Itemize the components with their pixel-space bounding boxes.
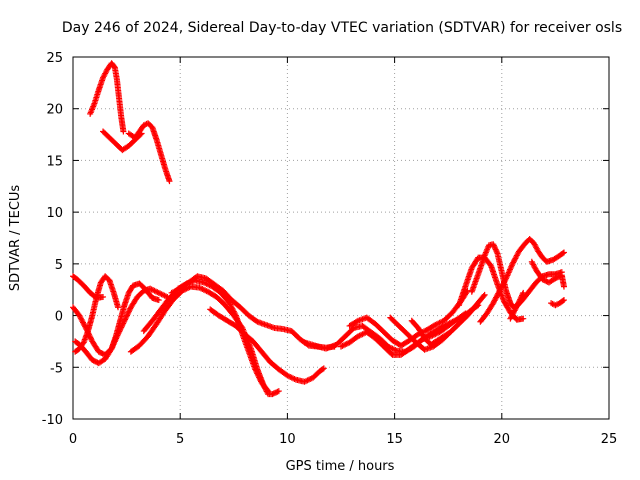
series-arc-7 (72, 273, 122, 355)
y-tick-label: 0 (55, 310, 63, 325)
y-tick-label: -10 (42, 413, 63, 428)
series-arc-2 (125, 120, 173, 185)
x-tick-label: 20 (494, 432, 511, 447)
data-point (480, 293, 487, 300)
x-tick-label: 10 (279, 432, 296, 447)
data-point (319, 366, 326, 373)
series-arc-22 (408, 317, 460, 348)
series-arc-10 (168, 273, 338, 351)
data-point (256, 375, 263, 382)
data-point (155, 297, 162, 304)
data-point (100, 293, 107, 300)
data-point (559, 250, 566, 257)
data-point (265, 388, 272, 395)
series-arc-21 (548, 297, 567, 309)
data-point (124, 311, 131, 318)
data-point (549, 300, 556, 307)
data-points (70, 60, 567, 398)
y-tick-label: 20 (46, 103, 63, 118)
data-point (253, 369, 260, 376)
x-tick-label: 25 (601, 432, 618, 447)
series-arc-1 (87, 60, 127, 135)
data-point (120, 128, 127, 135)
data-point (137, 131, 144, 138)
data-point (79, 340, 86, 347)
chart-title: Day 246 of 2024, Sidereal Day-to-day VTE… (62, 20, 622, 36)
data-point (491, 243, 498, 250)
data-point (264, 386, 271, 393)
data-point (492, 245, 499, 252)
data-point (275, 388, 282, 395)
plot-frame (72, 56, 610, 420)
y-tick-label: 10 (46, 206, 63, 221)
series-arc-6 (70, 280, 162, 358)
series-arc-13 (338, 302, 482, 358)
x-axis: 0 5 10 15 20 25 (69, 57, 617, 447)
data-point (138, 130, 145, 137)
x-tick-label: 15 (386, 432, 403, 447)
data-point (493, 247, 500, 254)
data-point (320, 365, 327, 372)
data-point (87, 334, 94, 341)
data-point (123, 313, 130, 320)
data-point (125, 309, 132, 316)
data-point (490, 241, 497, 248)
y-axis: -10 -5 0 5 10 15 20 25 (42, 51, 609, 428)
data-point (124, 312, 131, 319)
data-point (353, 318, 360, 325)
data-point (257, 377, 264, 384)
data-point (560, 297, 567, 304)
series-arc-14 (346, 287, 471, 349)
data-point (453, 322, 460, 329)
data-point (560, 283, 567, 290)
data-point (254, 371, 261, 378)
data-point (493, 249, 500, 256)
series-arc-18 (477, 236, 567, 325)
data-point (520, 315, 527, 322)
data-point (490, 242, 497, 249)
series-arc-11 (207, 306, 327, 385)
data-point (559, 297, 566, 304)
y-axis-label: SDTVAR / TECUs (8, 185, 23, 292)
data-point (492, 246, 499, 253)
data-point (560, 249, 567, 256)
x-tick-label: 0 (69, 432, 77, 447)
y-tick-label: -5 (50, 361, 63, 376)
grid (73, 57, 609, 419)
data-point (232, 311, 239, 318)
series-arc-20 (528, 258, 567, 290)
data-point (166, 178, 173, 185)
data-point (115, 304, 122, 311)
data-point (88, 335, 95, 342)
data-point (126, 306, 133, 313)
data-point (252, 366, 259, 373)
series-arc-3 (100, 128, 145, 154)
x-axis-label: GPS time / hours (286, 459, 395, 474)
y-tick-label: 25 (46, 51, 63, 66)
data-point (255, 373, 262, 380)
x-tick-label: 5 (176, 432, 184, 447)
data-point (252, 367, 259, 374)
data-point (452, 323, 459, 330)
data-point (125, 308, 132, 315)
data-point (502, 276, 509, 283)
y-tick-label: 5 (55, 258, 63, 273)
data-point (254, 370, 261, 377)
data-point (481, 291, 488, 298)
data-point (256, 374, 263, 381)
y-tick-label: 15 (46, 154, 63, 169)
data-point (274, 388, 281, 395)
